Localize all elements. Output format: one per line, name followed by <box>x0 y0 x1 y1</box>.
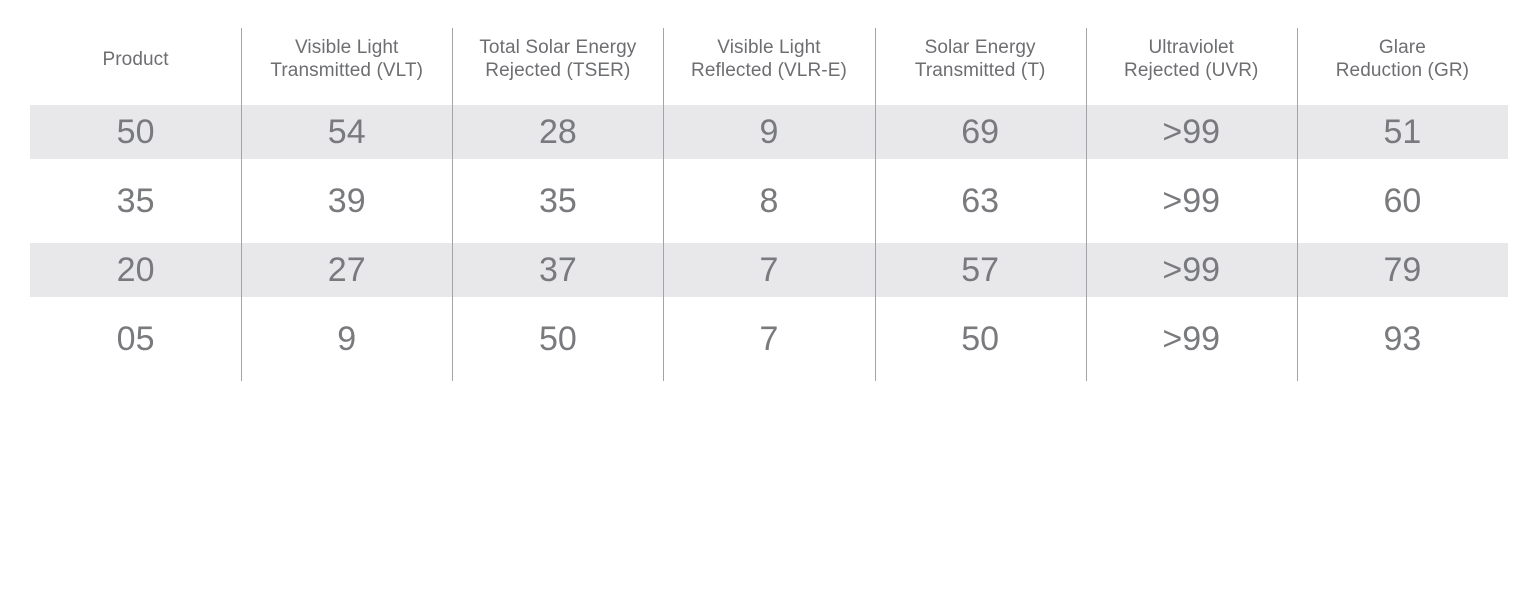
table-cell: 50 <box>538 320 577 358</box>
table-cell: 39 <box>327 182 366 220</box>
header-cell-vlt: Visible Light Transmitted (VLT) <box>241 36 452 82</box>
header-line: Solar Energy <box>924 37 1036 58</box>
header-line: Total Solar Energy <box>479 37 637 58</box>
table-cell: 50 <box>961 320 1000 358</box>
header-line: Reflected (VLR-E) <box>691 60 847 81</box>
header-line: Transmitted (T) <box>914 60 1046 81</box>
table-cell: 9 <box>337 320 357 358</box>
header-cell-gr: Glare Reduction (GR) <box>1297 36 1508 82</box>
table-cell: 60 <box>1383 182 1422 220</box>
table-cell: 37 <box>538 251 577 289</box>
header-line: Rejected (UVR) <box>1124 60 1259 81</box>
table-row-product-20: 20 27 37 7 57 >99 79 <box>30 243 1508 297</box>
table-cell: 51 <box>1383 113 1422 151</box>
table-header-row: Product Visible Light Transmitted (VLT) … <box>30 28 1508 90</box>
header-cell-t: Solar Energy Transmitted (T) <box>875 36 1086 82</box>
table-cell: 79 <box>1383 251 1422 289</box>
header-line: Glare <box>1378 37 1426 58</box>
header-cell-product: Product <box>30 48 241 71</box>
table-cell: 69 <box>961 113 1000 151</box>
table-cell: >99 <box>1162 182 1221 220</box>
header-line: Product <box>102 48 169 70</box>
header-line: Rejected (TSER) <box>485 60 631 81</box>
spec-table: Product Visible Light Transmitted (VLT) … <box>30 28 1508 381</box>
table-cell: 54 <box>327 113 366 151</box>
header-line: Ultraviolet <box>1148 37 1235 58</box>
table-cell: 35 <box>116 182 155 220</box>
table-cell: >99 <box>1162 320 1221 358</box>
table-cell: 8 <box>759 182 779 220</box>
header-cell-tser: Total Solar Energy Rejected (TSER) <box>452 36 663 82</box>
table-cell: 20 <box>116 251 155 289</box>
table-row-product-50: 50 54 28 9 69 >99 51 <box>30 105 1508 159</box>
table-cell: 50 <box>116 113 155 151</box>
header-line: Transmitted (VLT) <box>270 60 424 81</box>
header-cell-uvr: Ultraviolet Rejected (UVR) <box>1086 36 1297 82</box>
header-line: Visible Light <box>295 37 399 58</box>
table-cell: >99 <box>1162 113 1221 151</box>
header-line: Visible Light <box>717 37 821 58</box>
table-row-product-35: 35 39 35 8 63 >99 60 <box>30 174 1508 228</box>
table-cell: 9 <box>759 113 779 151</box>
table-cell: 63 <box>961 182 1000 220</box>
table-cell: 7 <box>759 320 779 358</box>
table-cell: >99 <box>1162 251 1221 289</box>
table-cell: 57 <box>961 251 1000 289</box>
table-cell: 27 <box>327 251 366 289</box>
table-cell: 28 <box>538 113 577 151</box>
table-cell: 05 <box>116 320 155 358</box>
header-line: Reduction (GR) <box>1335 60 1470 81</box>
table-cell: 93 <box>1383 320 1422 358</box>
table-cell: 35 <box>538 182 577 220</box>
table-cell: 7 <box>759 251 779 289</box>
header-cell-vlre: Visible Light Reflected (VLR-E) <box>663 36 874 82</box>
table-row-product-05: 05 9 50 7 50 >99 93 <box>30 312 1508 366</box>
